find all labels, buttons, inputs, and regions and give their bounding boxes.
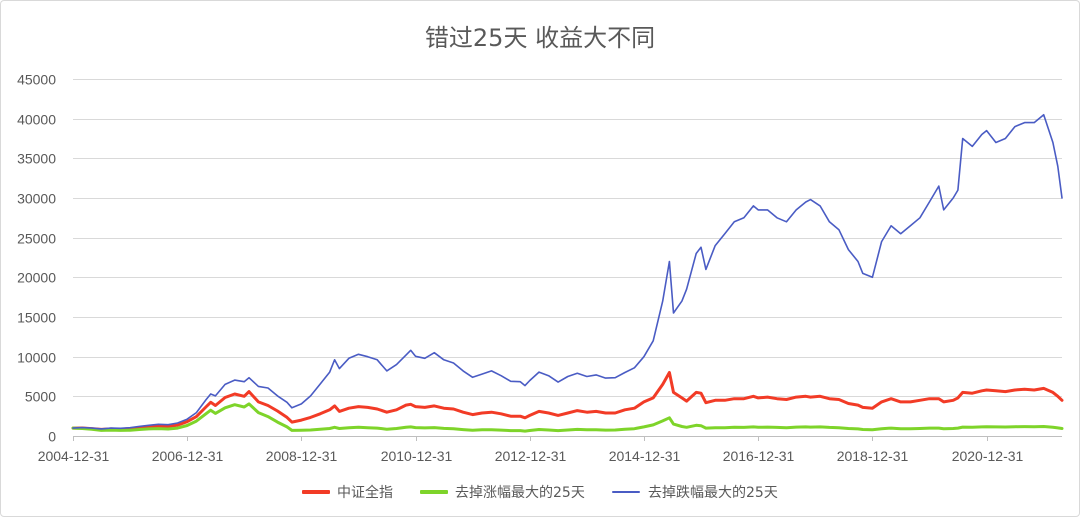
legend-swatch	[302, 490, 330, 494]
legend-swatch	[420, 490, 448, 494]
x-axis: 2004-12-31 2006-12-31 2008-12-31 2010-12-31…	[38, 436, 1024, 464]
y-tick-label: 45000	[17, 72, 56, 88]
legend-item-excluding-best-25-days: 去掉涨幅最大的25天	[420, 483, 585, 501]
legend-item-csi-all-share: 中证全指	[302, 483, 393, 501]
x-tick-label: 2014-12-31	[609, 448, 681, 464]
series-line-excluding-worst-25-days	[72, 113, 1063, 430]
y-tick-label: 20000	[17, 270, 56, 286]
y-tick-label: 30000	[17, 191, 56, 207]
legend-label: 中证全指	[337, 485, 393, 501]
chart-title: 错过25天 收益大不同	[424, 24, 656, 52]
legend-label: 去掉涨幅最大的25天	[455, 485, 585, 501]
legend-swatch	[612, 491, 640, 493]
series-line-excluding-best-25-days	[71, 402, 1064, 433]
x-tick-label: 2016-12-31	[723, 448, 795, 464]
x-tick-label: 2012-12-31	[495, 448, 567, 464]
y-tick-label: 5000	[25, 389, 56, 405]
series-lines	[71, 113, 1064, 433]
x-tick-label: 2006-12-31	[152, 448, 224, 464]
y-tick-label: 0	[48, 429, 56, 445]
gridlines	[73, 79, 1062, 437]
y-axis: 0 5000 10000 15000 20000 25000 30000 35000 40000…	[17, 72, 56, 445]
x-tick-label: 2008-12-31	[266, 448, 338, 464]
y-tick-label: 10000	[17, 350, 56, 366]
x-tick-label: 2020-12-31	[952, 448, 1024, 464]
x-tick-label: 2010-12-31	[381, 448, 453, 464]
y-tick-label: 40000	[17, 112, 56, 128]
y-tick-label: 15000	[17, 310, 56, 326]
x-tick-label: 2004-12-31	[38, 448, 110, 464]
y-tick-label: 25000	[17, 231, 56, 247]
legend-item-excluding-worst-25-days: 去掉跌幅最大的25天	[612, 483, 778, 501]
y-tick-label: 35000	[17, 151, 56, 167]
legend-label: 去掉跌幅最大的25天	[648, 485, 778, 501]
x-tick-label: 2018-12-31	[837, 448, 909, 464]
series-line-csi-all-share	[71, 371, 1064, 431]
